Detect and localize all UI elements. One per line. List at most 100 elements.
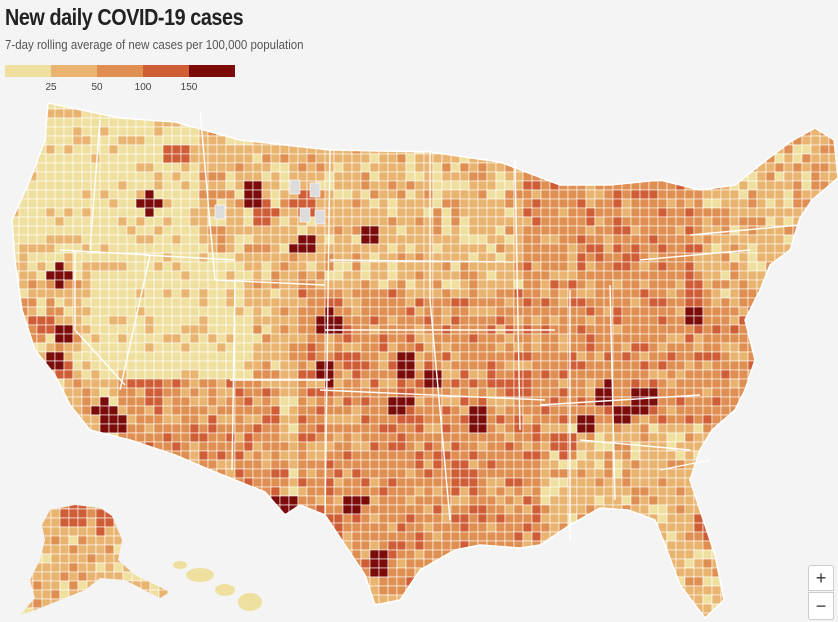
county-cell[interactable] — [828, 108, 838, 119]
county-cell[interactable] — [243, 441, 254, 452]
county-cell[interactable] — [27, 486, 38, 497]
county-cell[interactable] — [711, 198, 722, 209]
county-cell[interactable] — [369, 171, 380, 182]
county-cell[interactable] — [117, 216, 128, 227]
county-cell[interactable] — [576, 225, 587, 236]
county-cell[interactable] — [684, 531, 695, 542]
county-cell[interactable] — [396, 297, 407, 308]
county-cell[interactable] — [414, 414, 425, 425]
county-cell[interactable] — [18, 387, 29, 398]
county-cell[interactable] — [549, 459, 560, 470]
county-cell[interactable] — [333, 450, 344, 461]
county-cell[interactable] — [45, 495, 56, 506]
county-cell[interactable] — [828, 117, 838, 128]
county-cell[interactable] — [117, 585, 128, 596]
county-cell[interactable] — [10, 315, 20, 326]
county-cell[interactable] — [126, 297, 137, 308]
county-cell[interactable] — [459, 243, 470, 254]
county-cell[interactable] — [72, 135, 83, 146]
county-cell[interactable] — [234, 513, 245, 524]
county-cell[interactable] — [450, 315, 461, 326]
county-cell[interactable] — [135, 360, 146, 371]
county-cell[interactable] — [801, 522, 812, 533]
county-cell[interactable] — [279, 549, 290, 560]
county-cell[interactable] — [486, 117, 497, 128]
county-cell[interactable] — [63, 279, 74, 290]
county-cell[interactable] — [10, 396, 20, 407]
county-cell[interactable] — [459, 171, 470, 182]
county-cell[interactable] — [54, 216, 65, 227]
county-cell[interactable] — [720, 144, 731, 155]
county-cell[interactable] — [153, 279, 164, 290]
county-cell[interactable] — [783, 414, 794, 425]
county-cell[interactable] — [396, 171, 407, 182]
county-cell[interactable] — [126, 306, 137, 317]
county-cell[interactable] — [297, 360, 308, 371]
county-cell[interactable] — [45, 486, 56, 497]
county-cell[interactable] — [549, 126, 560, 137]
county-cell[interactable] — [711, 369, 722, 380]
county-cell[interactable] — [144, 477, 155, 488]
county-cell[interactable] — [783, 153, 794, 164]
county-cell[interactable] — [234, 396, 245, 407]
county-cell[interactable] — [351, 171, 362, 182]
county-cell[interactable] — [693, 432, 704, 443]
county-cell[interactable] — [531, 207, 542, 218]
county-cell[interactable] — [756, 360, 767, 371]
county-cell[interactable] — [324, 558, 335, 569]
county-cell[interactable] — [189, 558, 200, 569]
county-cell[interactable] — [459, 549, 470, 560]
county-cell[interactable] — [567, 567, 578, 578]
county-cell[interactable] — [657, 225, 668, 236]
county-cell[interactable] — [756, 189, 767, 200]
county-cell[interactable] — [216, 540, 227, 551]
county-cell[interactable] — [675, 207, 686, 218]
county-cell[interactable] — [810, 342, 821, 353]
county-cell[interactable] — [486, 126, 497, 137]
county-cell[interactable] — [432, 396, 443, 407]
county-cell[interactable] — [342, 270, 353, 281]
county-cell[interactable] — [792, 414, 803, 425]
county-cell[interactable] — [513, 558, 524, 569]
county-cell[interactable] — [495, 180, 506, 191]
county-cell[interactable] — [288, 288, 299, 299]
county-cell[interactable] — [99, 486, 110, 497]
county-cell[interactable] — [612, 189, 623, 200]
county-cell[interactable] — [225, 270, 236, 281]
county-cell[interactable] — [666, 414, 677, 425]
county-cell[interactable] — [432, 162, 443, 173]
county-cell[interactable] — [144, 234, 155, 245]
county-cell[interactable] — [729, 459, 740, 470]
county-cell[interactable] — [135, 558, 146, 569]
county-cell[interactable] — [324, 486, 335, 497]
county-cell[interactable] — [324, 549, 335, 560]
county-cell[interactable] — [801, 441, 812, 452]
county-cell[interactable] — [531, 153, 542, 164]
county-cell[interactable] — [396, 144, 407, 155]
county-cell[interactable] — [558, 549, 569, 560]
county-cell[interactable] — [549, 117, 560, 128]
county-cell[interactable] — [135, 333, 146, 344]
county-cell[interactable] — [657, 297, 668, 308]
county-cell[interactable] — [189, 441, 200, 452]
county-cell[interactable] — [558, 297, 569, 308]
county-cell[interactable] — [702, 315, 713, 326]
county-cell[interactable] — [630, 423, 641, 434]
county-cell[interactable] — [828, 423, 838, 434]
county-cell[interactable] — [477, 279, 488, 290]
county-cell[interactable] — [279, 450, 290, 461]
county-cell[interactable] — [675, 513, 686, 524]
county-cell[interactable] — [720, 135, 731, 146]
county-cell[interactable] — [342, 468, 353, 479]
county-cell[interactable] — [405, 369, 416, 380]
county-cell[interactable] — [405, 477, 416, 488]
county-cell[interactable] — [648, 360, 659, 371]
county-cell[interactable] — [738, 100, 749, 110]
county-cell[interactable] — [585, 342, 596, 353]
county-cell[interactable] — [612, 531, 623, 542]
county-cell[interactable] — [315, 324, 326, 335]
county-cell[interactable] — [99, 369, 110, 380]
county-cell[interactable] — [666, 504, 677, 515]
county-cell[interactable] — [774, 396, 785, 407]
county-cell[interactable] — [99, 396, 110, 407]
